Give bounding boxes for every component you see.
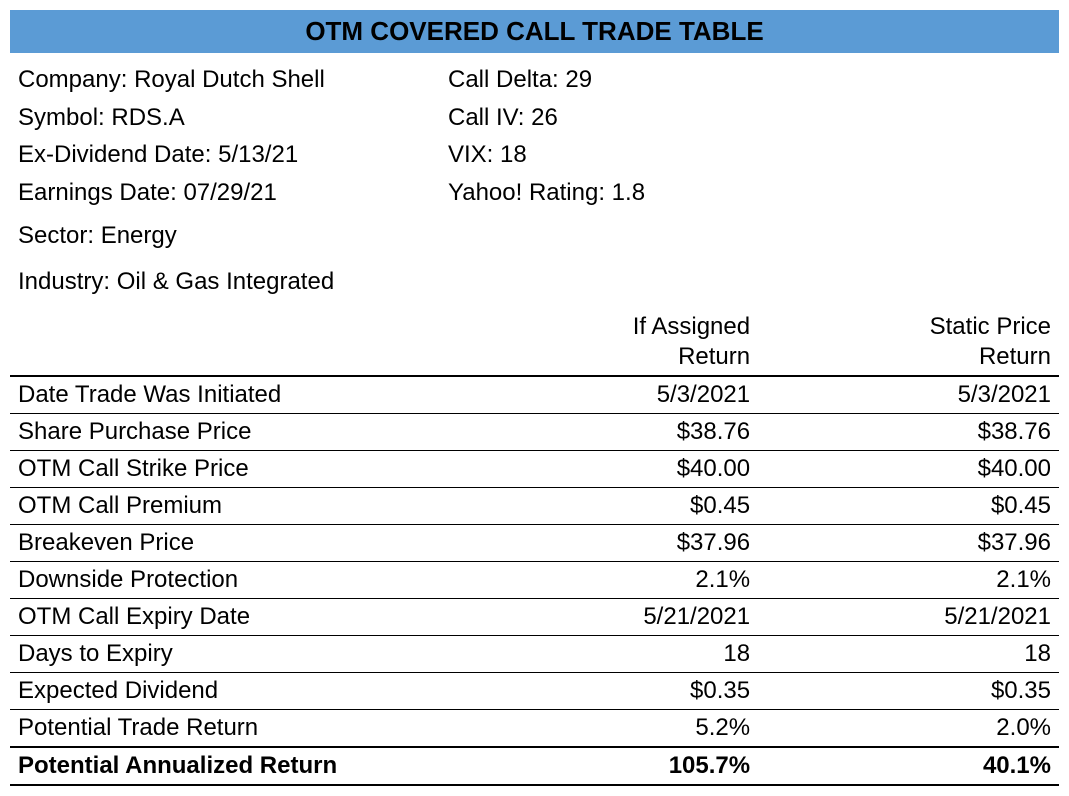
- trade-table-container: OTM COVERED CALL TRADE TABLE Company: Ro…: [10, 10, 1059, 786]
- info-sector: Sector: Energy: [18, 211, 1051, 257]
- info-earnings-date: Earnings Date: 07/29/21: [18, 174, 448, 212]
- info-label: Company:: [18, 66, 127, 93]
- row-val-assigned: $38.76: [457, 413, 758, 450]
- row-val-assigned: 5.2%: [457, 709, 758, 747]
- info-value: 18: [500, 141, 527, 168]
- row-label: OTM Call Strike Price: [10, 450, 457, 487]
- row-label: Breakeven Price: [10, 524, 457, 561]
- table-row: Days to Expiry 18 18: [10, 635, 1059, 672]
- table-row: Downside Protection 2.1% 2.1%: [10, 561, 1059, 598]
- row-val-assigned: $40.00: [457, 450, 758, 487]
- row-val-assigned: 5/3/2021: [457, 376, 758, 414]
- header-if-assigned-1: If Assigned: [457, 309, 758, 343]
- table-row: OTM Call Expiry Date 5/21/2021 5/21/2021: [10, 598, 1059, 635]
- info-yahoo-rating: Yahoo! Rating: 1.8: [448, 174, 1051, 212]
- info-value: 29: [565, 66, 592, 93]
- row-label: OTM Call Expiry Date: [10, 598, 457, 635]
- table-row: Expected Dividend $0.35 $0.35: [10, 672, 1059, 709]
- info-label: Sector:: [18, 222, 94, 249]
- table-row: Breakeven Price $37.96 $37.96: [10, 524, 1059, 561]
- info-value: 07/29/21: [183, 179, 276, 206]
- row-label: Date Trade Was Initiated: [10, 376, 457, 414]
- info-value: 5/13/21: [218, 141, 298, 168]
- row-label: Share Purchase Price: [10, 413, 457, 450]
- info-call-delta: Call Delta: 29: [448, 61, 1051, 99]
- row-val-assigned: $0.45: [457, 487, 758, 524]
- row-val-static: 5/21/2021: [758, 598, 1059, 635]
- header-if-assigned-2: Return: [457, 343, 758, 376]
- row-val-assigned: $0.35: [457, 672, 758, 709]
- table-row: Potential Trade Return 5.2% 2.0%: [10, 709, 1059, 747]
- row-val-static: 40.1%: [758, 747, 1059, 785]
- row-label: Expected Dividend: [10, 672, 457, 709]
- row-val-static: $37.96: [758, 524, 1059, 561]
- info-extra: Sector: Energy Industry: Oil & Gas Integ…: [10, 211, 1059, 302]
- row-val-assigned: $37.96: [457, 524, 758, 561]
- row-val-static: $0.45: [758, 487, 1059, 524]
- info-value: 1.8: [612, 179, 645, 206]
- table-row: OTM Call Premium $0.45 $0.45: [10, 487, 1059, 524]
- info-label: Call Delta:: [448, 66, 559, 93]
- info-label: Industry:: [18, 268, 110, 295]
- row-val-static: $40.00: [758, 450, 1059, 487]
- table-row: OTM Call Strike Price $40.00 $40.00: [10, 450, 1059, 487]
- title-bar: OTM COVERED CALL TRADE TABLE: [10, 10, 1059, 53]
- info-label: VIX:: [448, 141, 493, 168]
- row-val-static: 18: [758, 635, 1059, 672]
- table-row: Share Purchase Price $38.76 $38.76: [10, 413, 1059, 450]
- info-label: Call IV:: [448, 104, 524, 131]
- table-row: Date Trade Was Initiated 5/3/2021 5/3/20…: [10, 376, 1059, 414]
- info-company: Company: Royal Dutch Shell: [18, 61, 448, 99]
- row-val-static: $0.35: [758, 672, 1059, 709]
- row-val-assigned: 105.7%: [457, 747, 758, 785]
- info-right-column: Call Delta: 29 Call IV: 26 VIX: 18 Yahoo…: [448, 61, 1051, 211]
- row-val-static: 2.0%: [758, 709, 1059, 747]
- info-vix: VIX: 18: [448, 136, 1051, 174]
- header-static-price-1: Static Price: [758, 309, 1059, 343]
- row-val-assigned: 2.1%: [457, 561, 758, 598]
- info-left-column: Company: Royal Dutch Shell Symbol: RDS.A…: [18, 61, 448, 211]
- info-value: Oil & Gas Integrated: [117, 268, 334, 295]
- returns-table: If Assigned Static Price Return Return D…: [10, 309, 1059, 786]
- table-body: Date Trade Was Initiated 5/3/2021 5/3/20…: [10, 376, 1059, 785]
- row-val-static: $38.76: [758, 413, 1059, 450]
- row-val-assigned: 5/21/2021: [457, 598, 758, 635]
- info-label: Yahoo! Rating:: [448, 179, 605, 206]
- row-val-assigned: 18: [457, 635, 758, 672]
- info-value: Royal Dutch Shell: [134, 66, 325, 93]
- row-label: OTM Call Premium: [10, 487, 457, 524]
- info-industry: Industry: Oil & Gas Integrated: [18, 257, 1051, 303]
- info-value: 26: [531, 104, 558, 131]
- info-label: Symbol:: [18, 104, 105, 131]
- row-label: Potential Trade Return: [10, 709, 457, 747]
- header-static-price-2: Return: [758, 343, 1059, 376]
- info-value: Energy: [101, 222, 177, 249]
- row-label: Days to Expiry: [10, 635, 457, 672]
- row-label: Potential Annualized Return: [10, 747, 457, 785]
- row-label: Downside Protection: [10, 561, 457, 598]
- header-empty-2: [10, 343, 457, 376]
- row-val-static: 5/3/2021: [758, 376, 1059, 414]
- info-call-iv: Call IV: 26: [448, 99, 1051, 137]
- info-symbol: Symbol: RDS.A: [18, 99, 448, 137]
- table-header: If Assigned Static Price Return Return: [10, 309, 1059, 376]
- header-empty: [10, 309, 457, 343]
- info-label: Ex-Dividend Date:: [18, 141, 211, 168]
- table-row-annualized: Potential Annualized Return 105.7% 40.1%: [10, 747, 1059, 785]
- info-label: Earnings Date:: [18, 179, 177, 206]
- info-section: Company: Royal Dutch Shell Symbol: RDS.A…: [10, 53, 1059, 211]
- info-value: RDS.A: [111, 104, 184, 131]
- row-val-static: 2.1%: [758, 561, 1059, 598]
- info-exdiv-date: Ex-Dividend Date: 5/13/21: [18, 136, 448, 174]
